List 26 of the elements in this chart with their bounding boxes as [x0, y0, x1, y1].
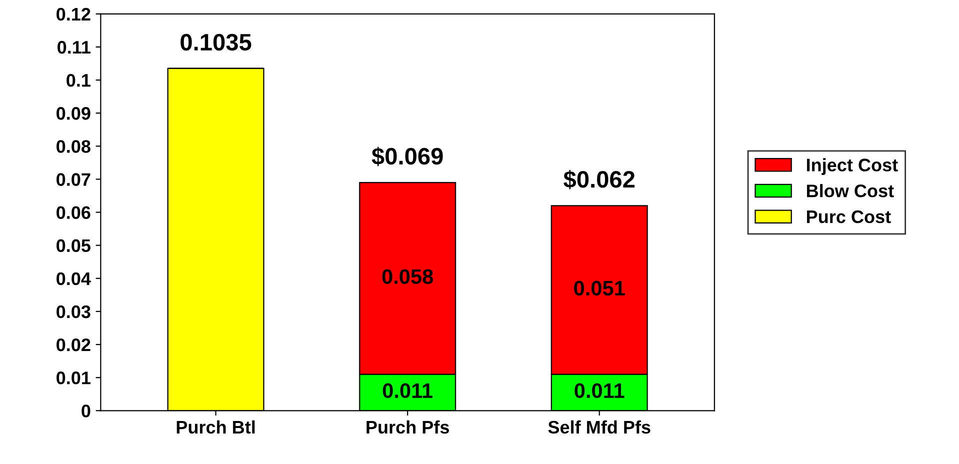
y-tick-label: 0.11 [58, 40, 90, 54]
legend-label: Blow Cost [807, 184, 894, 198]
x-tick-label: Self Mfd Pfs [548, 420, 650, 434]
x-tick-label: Purch Btl [176, 420, 255, 434]
data-label: 0.011 [574, 383, 624, 398]
total-label: $0.069 [372, 146, 443, 166]
data-label: 0.058 [382, 269, 434, 284]
y-tick-label: 0.03 [56, 305, 90, 318]
y-tick-label: 0.05 [56, 239, 90, 252]
y-tick-label: 0.1 [66, 74, 90, 87]
y-tick-label: 0.08 [56, 140, 90, 153]
total-label: 0.1035 [180, 34, 252, 51]
y-tick-label: 0.06 [56, 206, 90, 219]
data-label: 0.011 [382, 383, 432, 398]
legend-label: Inject Cost [807, 158, 898, 175]
y-tick-label: 0 [82, 404, 90, 418]
legend-label: Purc Cost [807, 210, 891, 224]
y-tick-label: 0.04 [56, 272, 91, 286]
y-tick-label: 0.07 [56, 173, 90, 186]
y-tick-label: 0.02 [56, 338, 90, 352]
x-tick-label: Purch Pfs [366, 420, 449, 434]
y-tick-label: 0.01 [56, 372, 90, 384]
y-tick-label: 0.12 [56, 8, 90, 21]
y-tick-label: 0.09 [56, 107, 90, 120]
total-label: $0.062 [564, 170, 635, 190]
data-label: 0.051 [574, 280, 625, 296]
